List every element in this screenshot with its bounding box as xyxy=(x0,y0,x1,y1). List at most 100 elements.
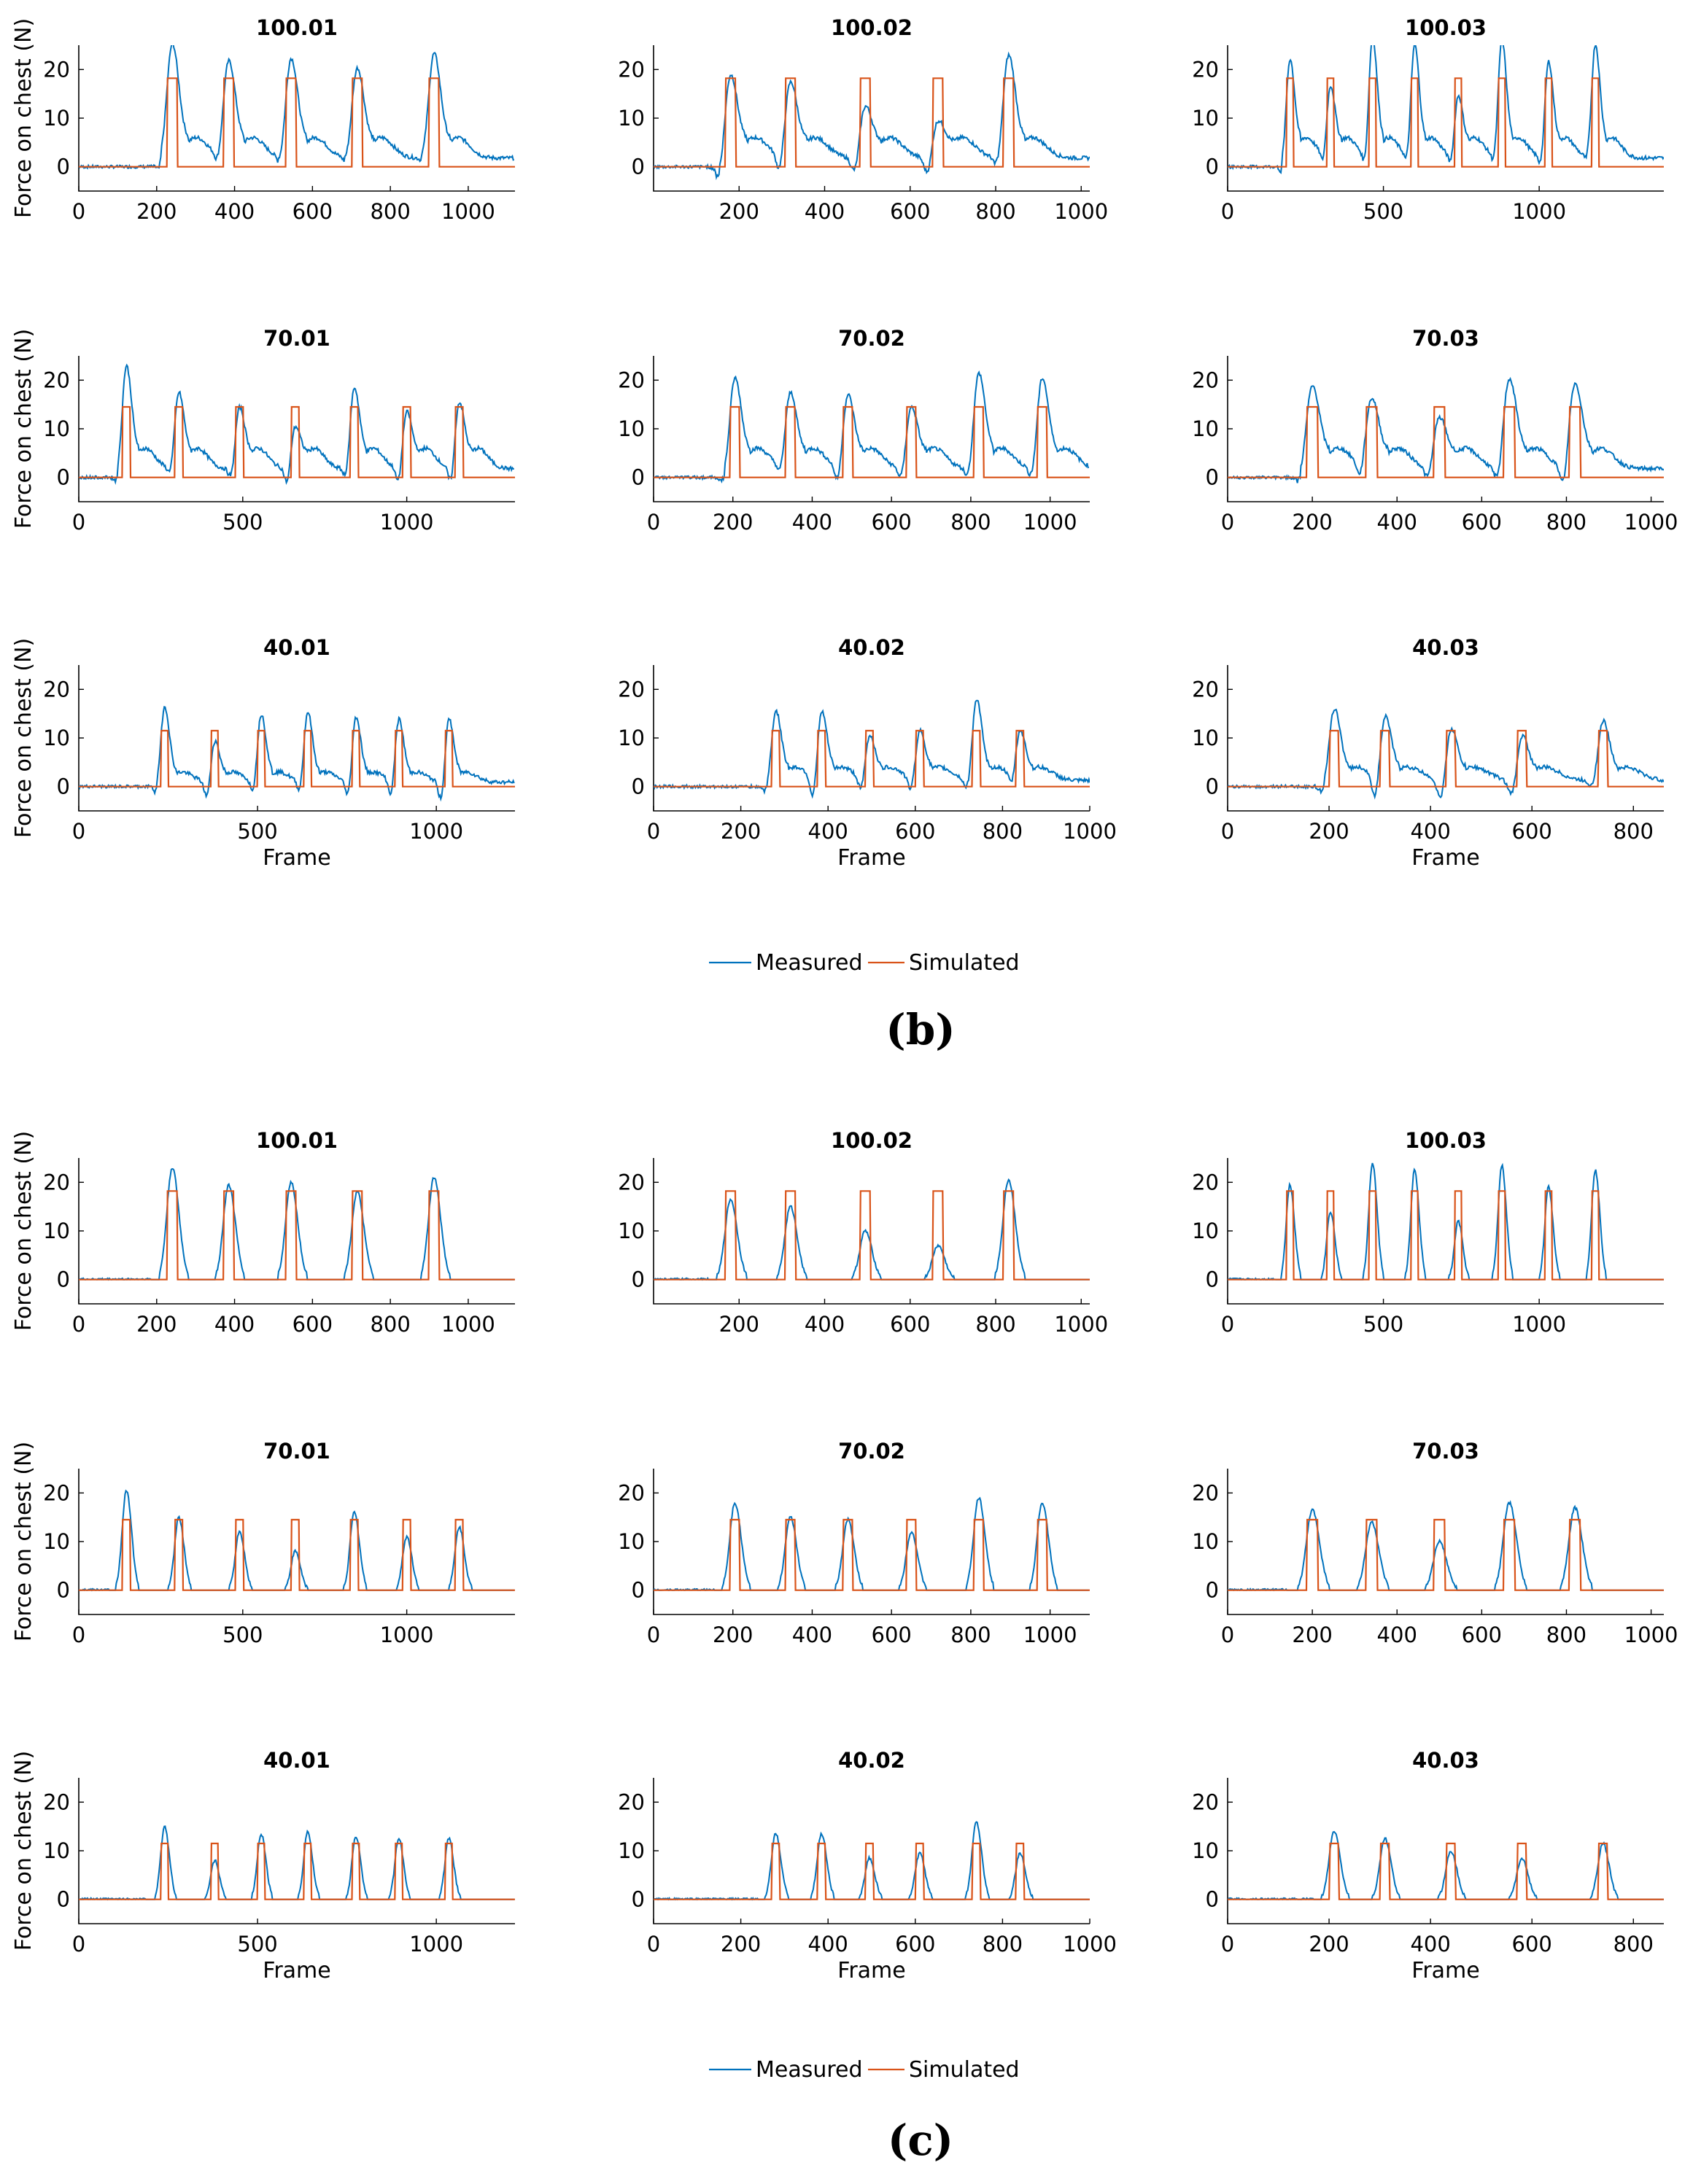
x-tick-label: 200 xyxy=(1309,1932,1349,1956)
axes xyxy=(653,1158,1090,1305)
simulated-line xyxy=(654,1190,1090,1281)
y-tick-label: 0 xyxy=(1206,774,1219,799)
x-tick-label: 600 xyxy=(1512,1932,1552,1956)
x-tick-label: 1000 xyxy=(409,819,463,844)
x-tick-label: 0 xyxy=(1221,199,1234,224)
simulated-line xyxy=(79,1190,515,1281)
measured-line xyxy=(1228,376,1664,483)
simulated-line xyxy=(79,77,515,168)
x-tick-label: 0 xyxy=(72,1623,85,1647)
y-axis-label: Force on chest (N) xyxy=(11,1442,36,1641)
y-tick-label: 10 xyxy=(43,1529,70,1554)
y-axis-label: Force on chest (N) xyxy=(11,329,36,529)
measured-line xyxy=(1228,1500,1664,1592)
y-tick-label: 20 xyxy=(43,368,70,392)
subplot-title: 100.03 xyxy=(1405,1128,1487,1153)
subplot: 40.01 0 10 20 0 500 1000 Force on chest (N) Fram… xyxy=(11,635,515,871)
x-tick-label: 600 xyxy=(1462,510,1502,535)
y-axis-label: Force on chest (N) xyxy=(11,1131,36,1331)
x-axis-label: Frame xyxy=(1411,1958,1479,1983)
x-tick-label: 800 xyxy=(983,1932,1023,1956)
x-axis-label: Frame xyxy=(263,1958,330,1983)
x-tick-label: 200 xyxy=(136,199,177,224)
legend-simulated-label: Simulated xyxy=(909,950,1020,976)
axes xyxy=(78,665,515,812)
simulated-line xyxy=(1228,1190,1664,1281)
x-tick-label: 500 xyxy=(237,819,277,844)
x-tick-label: 600 xyxy=(895,819,935,844)
legend-measured-label: Measured xyxy=(756,2057,863,2083)
y-tick-label: 0 xyxy=(632,1267,645,1292)
simulated-line xyxy=(1228,1518,1664,1591)
x-tick-label: 800 xyxy=(370,199,410,224)
x-axis-label: Frame xyxy=(263,845,330,871)
measured-line xyxy=(654,1178,1090,1281)
x-tick-label: 1000 xyxy=(1063,1932,1117,1956)
y-tick-label: 10 xyxy=(43,726,70,750)
x-tick-label: 1000 xyxy=(441,1312,495,1337)
y-tick-label: 20 xyxy=(1192,1170,1219,1194)
measured-line xyxy=(79,1489,514,1592)
x-tick-label: 400 xyxy=(792,510,832,535)
y-tick-label: 20 xyxy=(618,1170,645,1194)
simulated-line xyxy=(654,77,1090,168)
y-axis-label: Force on chest (N) xyxy=(11,1751,36,1951)
x-tick-label: 200 xyxy=(136,1312,177,1337)
y-tick-label: 10 xyxy=(1192,416,1219,441)
x-axis-label: Frame xyxy=(1411,845,1479,871)
x-tick-label: 400 xyxy=(1410,1932,1450,1956)
x-tick-label: 400 xyxy=(808,819,848,844)
y-tick-label: 20 xyxy=(43,677,70,702)
y-tick-label: 10 xyxy=(1192,1219,1219,1243)
y-tick-label: 20 xyxy=(1192,677,1219,702)
x-tick-label: 500 xyxy=(1363,1312,1403,1337)
x-tick-label: 800 xyxy=(983,819,1023,844)
subplot-title: 100.01 xyxy=(256,1128,338,1153)
x-tick-label: 0 xyxy=(72,199,85,224)
simulated-line xyxy=(654,1842,1090,1900)
y-tick-label: 0 xyxy=(1206,1578,1219,1603)
subplot-title: 70.03 xyxy=(1412,326,1479,351)
subplot-title: 40.01 xyxy=(263,635,330,660)
x-tick-label: 1000 xyxy=(1624,510,1678,535)
x-tick-label: 500 xyxy=(237,1932,277,1956)
axes xyxy=(653,45,1090,192)
x-tick-label: 1000 xyxy=(1063,819,1117,844)
subplot-title: 70.01 xyxy=(263,1439,330,1464)
x-tick-label: 200 xyxy=(721,819,761,844)
x-tick-label: 400 xyxy=(1377,1623,1417,1647)
x-tick-label: 600 xyxy=(890,199,930,224)
subplot: 100.02 0 10 20 200 400 600 800 1000 xyxy=(618,15,1108,224)
subplot-title: 100.03 xyxy=(1405,15,1487,40)
y-tick-label: 10 xyxy=(43,106,70,131)
measured-line xyxy=(654,370,1089,483)
simulated-line xyxy=(1228,1842,1664,1900)
simulated-line xyxy=(79,729,515,788)
x-tick-label: 1000 xyxy=(1023,1623,1077,1647)
x-tick-label: 400 xyxy=(214,199,255,224)
x-tick-label: 500 xyxy=(1363,199,1403,224)
y-tick-label: 20 xyxy=(43,1170,70,1194)
y-axis-label: Force on chest (N) xyxy=(11,18,36,218)
subplot: 40.01 0 10 20 0 500 1000 Force on chest (N) Fram… xyxy=(11,1748,515,1983)
y-tick-label: 0 xyxy=(57,774,70,799)
measured-line xyxy=(79,1825,514,1901)
axes xyxy=(78,1778,515,1924)
x-tick-label: 200 xyxy=(719,199,759,224)
subplot-title: 70.03 xyxy=(1412,1439,1479,1464)
simulated-line xyxy=(654,1518,1090,1591)
subplot: 70.01 0 10 20 0 500 1000 Force on chest (N) xyxy=(11,326,515,535)
x-tick-label: 200 xyxy=(719,1312,759,1337)
y-tick-label: 10 xyxy=(43,1838,70,1863)
subplot-title: 70.02 xyxy=(838,1439,905,1464)
y-tick-label: 10 xyxy=(1192,726,1219,750)
subplot-title: 100.02 xyxy=(831,15,913,40)
x-tick-label: 400 xyxy=(805,199,845,224)
legend-measured-label: Measured xyxy=(756,950,863,976)
y-tick-label: 20 xyxy=(1192,368,1219,392)
legend: Measured Simulated xyxy=(709,950,1020,976)
subplot: 100.03 0 10 20 0 500 1000 xyxy=(1192,1128,1664,1337)
